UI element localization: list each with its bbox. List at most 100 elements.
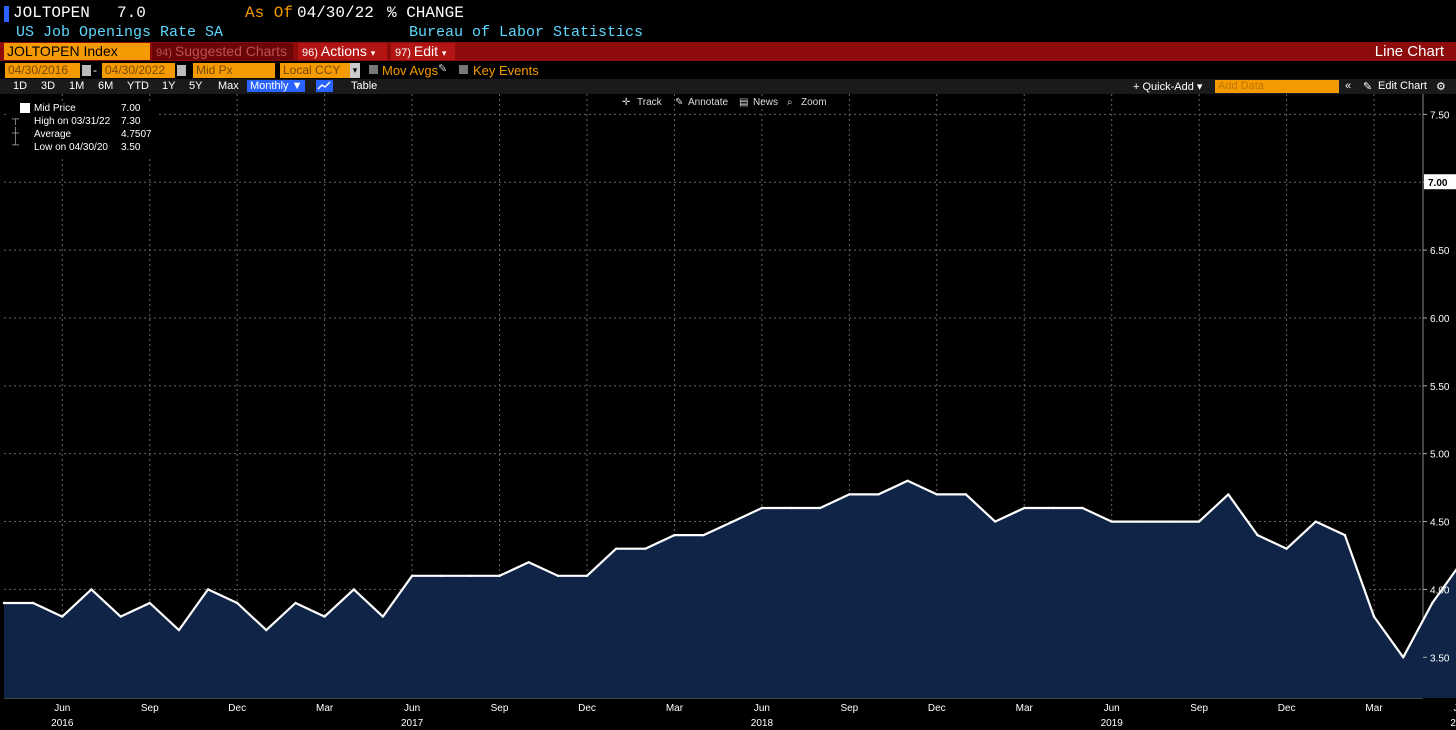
key-events-label[interactable]: Key Events (473, 63, 539, 78)
data-point[interactable] (935, 493, 938, 496)
x-tick-label: Dec (928, 703, 946, 714)
as-of-date[interactable]: 04/30/22 (297, 4, 374, 22)
data-point[interactable] (527, 561, 530, 564)
edit-chart-button[interactable]: Edit Chart (1378, 80, 1427, 92)
data-point[interactable] (1168, 520, 1172, 523)
currency-select[interactable]: Local CCY (280, 63, 350, 78)
pencil-icon[interactable]: ✎ (438, 63, 448, 75)
data-point[interactable] (206, 588, 210, 591)
data-point[interactable] (440, 574, 443, 578)
data-point[interactable] (1081, 506, 1084, 510)
range-1d[interactable]: 1D (13, 80, 28, 92)
data-point[interactable] (323, 615, 326, 618)
actions-button[interactable]: 96) Actions ▾ (298, 43, 387, 60)
data-point[interactable] (673, 533, 676, 537)
annotate-button[interactable]: Annotate (688, 97, 728, 108)
data-point[interactable] (556, 574, 560, 578)
data-point[interactable] (1197, 520, 1201, 523)
data-point[interactable] (90, 588, 93, 591)
data-point[interactable] (294, 601, 297, 605)
data-point[interactable] (585, 574, 589, 578)
mov-avgs-label[interactable]: Mov Avgs (382, 63, 439, 78)
data-point[interactable] (993, 520, 997, 523)
news-button[interactable]: News (753, 97, 778, 108)
table-button[interactable]: Table (351, 80, 378, 92)
data-point[interactable] (819, 506, 822, 510)
edit-button[interactable]: 97) Edit ▾ (391, 43, 455, 60)
data-point[interactable] (1285, 547, 1288, 550)
data-point[interactable] (1023, 506, 1026, 510)
x-tick-label: Dec (228, 703, 246, 714)
data-point[interactable] (1343, 533, 1347, 537)
data-point[interactable] (760, 506, 764, 510)
line-chart-icon[interactable] (316, 80, 333, 92)
data-point[interactable] (498, 574, 501, 578)
data-point[interactable] (877, 493, 880, 496)
chevron-down-icon[interactable]: ▾ (350, 63, 360, 78)
range-1y[interactable]: 1Y (162, 80, 176, 92)
data-point[interactable] (1372, 615, 1376, 618)
suggested-label: Suggested Charts (174, 43, 287, 59)
data-point[interactable] (906, 479, 909, 483)
data-point[interactable] (2, 601, 6, 605)
data-point[interactable] (848, 493, 851, 496)
mov-avgs-checkbox[interactable] (369, 65, 378, 74)
y-tick-label: 5.50 (1430, 382, 1450, 393)
quick-add-button[interactable]: + Quick-Add ▾ (1133, 81, 1203, 93)
end-date-field[interactable]: 04/30/2022 (102, 63, 175, 78)
line-chart[interactable]: 3.50 4.00 4.50 5.00 5.50 6.00 6.50 7.00 7.50 Jun… (0, 94, 1456, 730)
data-point[interactable] (236, 601, 239, 605)
data-point[interactable] (31, 601, 35, 605)
last-value-label: 7.00 (1424, 174, 1456, 190)
data-point[interactable] (177, 628, 181, 632)
x-tick-label: Mar (1365, 703, 1383, 714)
change-mode[interactable]: % CHANGE (387, 4, 464, 22)
range-6m[interactable]: 6M (98, 80, 114, 92)
data-point[interactable] (789, 506, 793, 510)
index-name[interactable]: JOLTOPEN Index (4, 43, 150, 60)
data-point[interactable] (1402, 656, 1405, 659)
data-point[interactable] (61, 615, 64, 618)
data-point[interactable] (702, 533, 705, 537)
data-point[interactable] (265, 628, 268, 632)
collapse-button[interactable]: « (1345, 80, 1352, 92)
add-data-input[interactable]: Add Data (1215, 80, 1339, 93)
data-point[interactable] (1314, 520, 1317, 523)
data-point[interactable] (1256, 533, 1259, 537)
range-5y[interactable]: 5Y (189, 80, 203, 92)
range-ytd[interactable]: YTD (127, 80, 149, 92)
suggested-charts-button[interactable]: 94) Suggested Charts (152, 43, 293, 60)
data-point[interactable] (410, 574, 414, 578)
track-button[interactable]: Track (637, 97, 663, 108)
data-point[interactable] (964, 493, 968, 496)
data-point[interactable] (614, 547, 618, 550)
data-point[interactable] (1431, 601, 1434, 605)
data-point[interactable] (644, 547, 647, 550)
zoom-button[interactable]: Zoom (801, 97, 827, 108)
gear-icon[interactable]: ⚙ (1436, 81, 1446, 93)
price-field-select[interactable]: Mid Px (193, 63, 275, 78)
data-point[interactable] (469, 574, 472, 578)
range-max[interactable]: Max (218, 80, 239, 92)
data-point[interactable] (352, 588, 355, 591)
range-3d[interactable]: 3D (41, 80, 56, 92)
key-events-checkbox[interactable] (459, 65, 468, 74)
date-separator: - (93, 63, 97, 77)
chart-legend[interactable]: Mid Price 7.00 ┬ High on 03/31/22 7.30 ┼… (8, 102, 156, 156)
calendar-icon[interactable] (82, 65, 91, 76)
average-marker-icon: ┼ (12, 128, 20, 139)
data-point[interactable] (1227, 493, 1230, 496)
frequency-select[interactable]: Monthly ▼ (247, 80, 306, 92)
data-point[interactable] (148, 601, 151, 605)
calendar-icon[interactable] (177, 65, 186, 76)
data-point[interactable] (1139, 520, 1143, 523)
series-swatch[interactable] (20, 103, 30, 113)
start-date-field[interactable]: 04/30/2016 (5, 63, 80, 78)
range-1m[interactable]: 1M (69, 80, 85, 92)
data-point[interactable] (1110, 520, 1113, 523)
pencil-icon[interactable]: ✎ (1363, 81, 1373, 93)
data-point[interactable] (731, 520, 734, 523)
data-point[interactable] (1052, 506, 1055, 510)
data-point[interactable] (381, 615, 385, 618)
data-point[interactable] (119, 615, 122, 618)
